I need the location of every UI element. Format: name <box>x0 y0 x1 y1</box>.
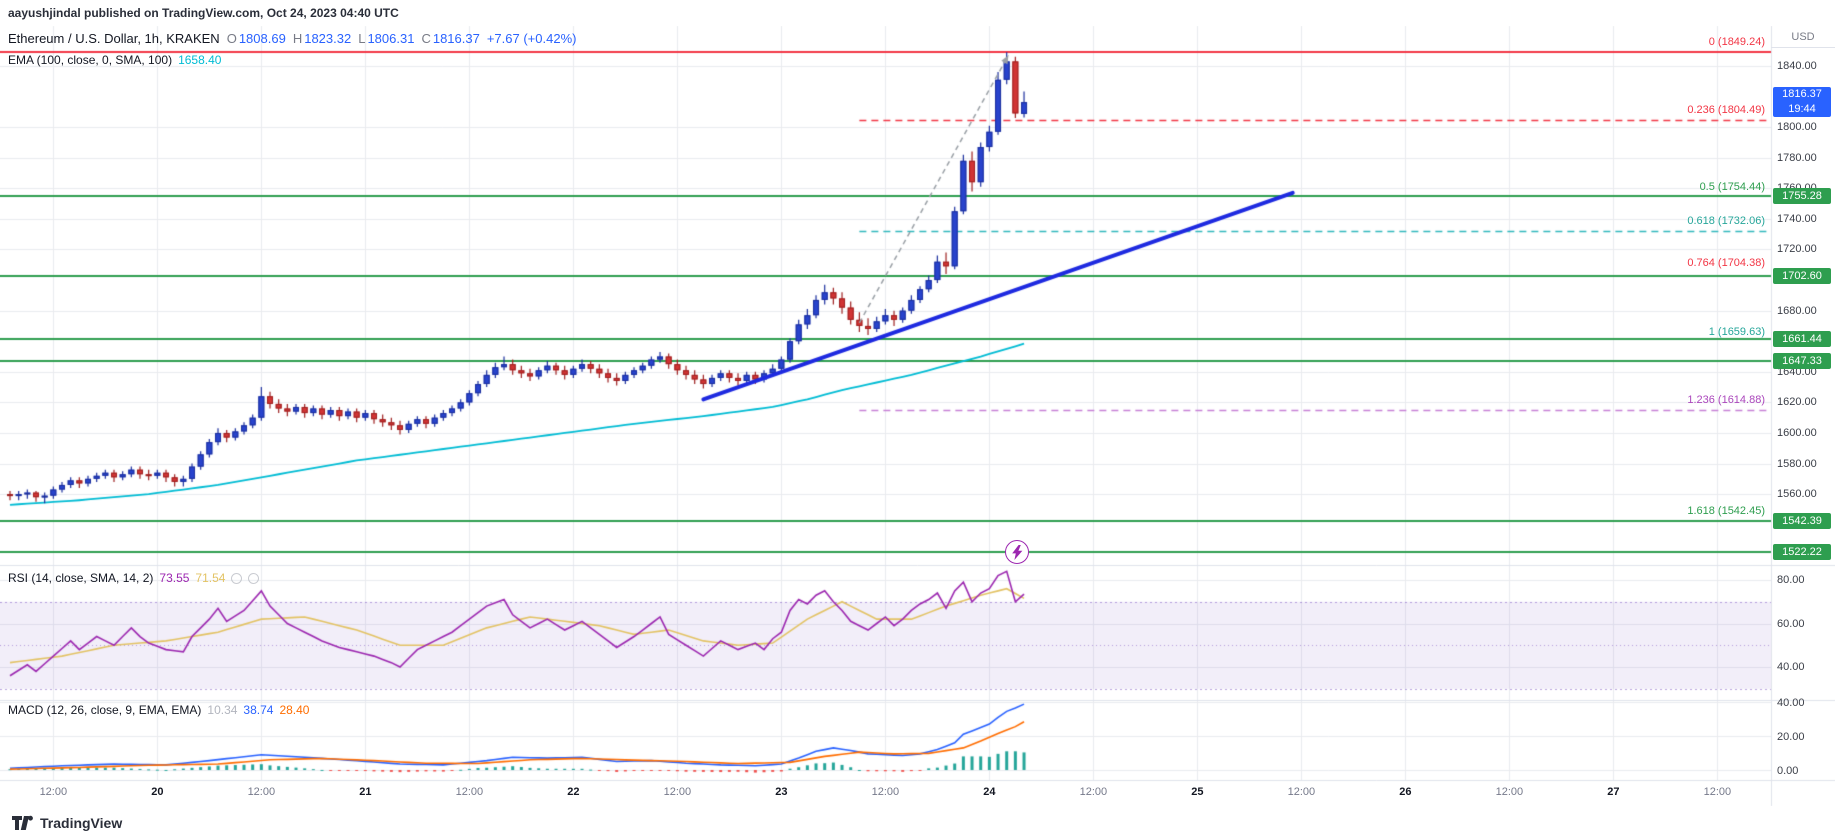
lightning-bolt-icon <box>1011 544 1022 560</box>
lightning-marker-icon[interactable] <box>1005 540 1029 564</box>
attribution-bar: aayushjindal published on TradingView.co… <box>0 0 1835 26</box>
attribution-text: aayushjindal published on TradingView.co… <box>8 6 399 20</box>
